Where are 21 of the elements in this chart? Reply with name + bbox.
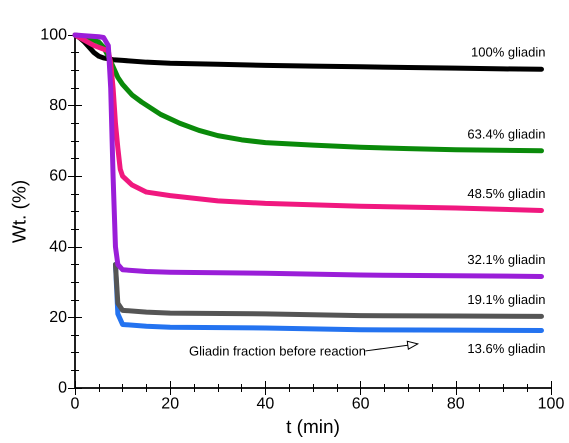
- series-label: 100% gliadin: [471, 44, 546, 60]
- x-tick-label: 40: [256, 396, 274, 412]
- series-label: 19.1% gliadin: [467, 292, 546, 307]
- annotation: Gliadin fraction before reaction: [188, 344, 366, 359]
- y-tick-label: 0: [58, 380, 68, 396]
- x-tick-label: 0: [70, 396, 80, 412]
- y-tick-label: 40: [49, 238, 68, 256]
- y-tick-label: 80: [49, 97, 68, 114]
- x-tick-label: 80: [446, 396, 465, 412]
- series-label: 32.1% gliadin: [467, 252, 546, 267]
- x-tick-label: 60: [352, 396, 370, 412]
- y-tick-label: 100: [40, 26, 68, 44]
- series-label: 63.4% gliadin: [467, 126, 546, 142]
- x-tick-label: 20: [161, 396, 180, 412]
- x-axis-title: t (min): [286, 417, 340, 438]
- y-tick-label: 20: [49, 308, 68, 326]
- y-axis-title: Wt. (%): [9, 180, 30, 244]
- series-label: 48.5% gliadin: [467, 186, 546, 201]
- x-tick-label: 100: [538, 396, 564, 412]
- series-label: 13.6% gliadin: [467, 340, 546, 356]
- y-tick-label: 60: [49, 168, 68, 185]
